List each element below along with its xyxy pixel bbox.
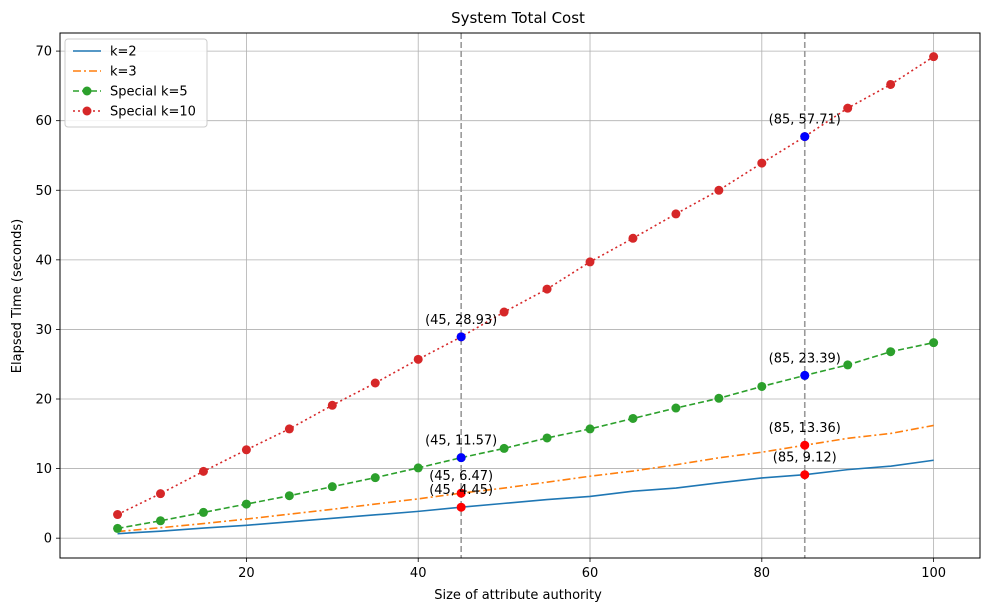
series-2-point: [671, 403, 681, 413]
series-3-point: [284, 424, 294, 434]
highlight-point-label: (45, 11.57): [425, 434, 497, 449]
series-2-point: [113, 523, 123, 533]
y-tick-label: 60: [35, 114, 52, 129]
series-3-point: [327, 400, 337, 410]
highlight-point-label: (85, 23.39): [769, 351, 841, 366]
series-2-point: [929, 338, 939, 348]
series-2-point: [413, 463, 423, 473]
series-line-2: [117, 341, 934, 530]
series-lines: [113, 52, 939, 535]
y-tick-label: 20: [35, 393, 52, 408]
series-line-3: [117, 55, 935, 516]
legend-swatch-marker: [82, 106, 92, 116]
highlight-point-label: (85, 57.71): [769, 113, 841, 128]
legend-box: [64, 38, 208, 128]
highlight-point: [456, 332, 466, 342]
highlight-point: [800, 370, 810, 380]
y-tick-label: 10: [35, 462, 52, 477]
series-2-point: [370, 473, 380, 483]
legend-entry-label: k=3: [110, 65, 137, 80]
series-2-point: [327, 482, 337, 492]
series-3-point: [542, 284, 552, 294]
x-tick-label: 60: [582, 566, 599, 581]
series-line-0: [117, 459, 934, 535]
axis-ticks: 20 40 60 80 100 0 10 20 30 40 50 60 70: [35, 45, 946, 581]
legend-entry-label: k=2: [110, 45, 137, 60]
series-2-point: [714, 393, 724, 403]
y-axis-label: Elapsed Time (seconds): [10, 219, 25, 373]
highlight-point: [456, 488, 466, 498]
series-2-point: [284, 491, 294, 501]
legend: k=2 k=3 Special k=5 Special k=10: [64, 38, 208, 128]
x-tick-label: 80: [754, 566, 771, 581]
chart-title: System Total Cost: [451, 9, 585, 27]
series-3-point: [370, 378, 380, 388]
series-3-point: [413, 354, 423, 364]
series-2-point: [585, 424, 595, 434]
y-tick-label: 0: [44, 532, 52, 547]
highlight-point: [456, 502, 466, 512]
series-line-1: [117, 424, 934, 533]
series-2-point: [198, 507, 208, 517]
x-tick-label: 40: [410, 566, 427, 581]
x-tick-label: 20: [238, 566, 255, 581]
series-2-point: [886, 347, 896, 357]
series-3-point: [241, 445, 251, 455]
series-3-point: [198, 466, 208, 476]
highlight-point-label: (85, 13.36): [769, 421, 841, 436]
legend-entry-label: Special k=5: [110, 85, 188, 100]
series-3-point: [156, 489, 166, 499]
highlight-point: [800, 132, 810, 142]
series-2-point: [156, 516, 166, 526]
series-3-point: [929, 52, 939, 62]
highlight-point-label: (45, 28.93): [425, 313, 497, 328]
series-2-point: [757, 381, 767, 391]
highlight-point: [800, 470, 810, 480]
series-3-point: [113, 510, 123, 520]
series-2-point: [499, 443, 509, 453]
y-tick-label: 40: [35, 253, 52, 268]
series-3-point: [843, 103, 853, 113]
x-axis-label: Size of attribute authority: [434, 588, 602, 603]
series-3-point: [714, 185, 724, 195]
highlight-point: [800, 440, 810, 450]
highlight-point-label: (45, 6.47): [429, 469, 493, 484]
series-2-point: [628, 413, 638, 423]
series-3-point: [757, 158, 767, 168]
legend-entry-label: Special k=10: [110, 105, 196, 120]
highlight-point-label: (45, 4.45): [429, 483, 493, 498]
highlight-point-label: (85, 9.12): [773, 451, 837, 466]
highlight-points: (45, 28.93) (85, 57.71) (45, 11.57) (85, 23…: [425, 113, 841, 512]
series-3-point: [671, 209, 681, 219]
series-3-point: [499, 307, 509, 317]
series-2-point: [241, 499, 251, 509]
y-tick-label: 70: [35, 45, 52, 60]
highlight-point: [456, 453, 466, 463]
series-3-point: [628, 233, 638, 243]
x-tick-label: 100: [921, 566, 946, 581]
series-2-point: [843, 360, 853, 370]
y-tick-label: 30: [35, 323, 52, 338]
grid: [60, 33, 980, 558]
plot-frame: [59, 32, 981, 559]
series-3-point: [585, 257, 595, 267]
series-2-point: [542, 433, 552, 443]
series-3-point: [886, 79, 896, 89]
y-tick-label: 50: [35, 184, 52, 199]
legend-swatch-marker: [82, 86, 92, 96]
